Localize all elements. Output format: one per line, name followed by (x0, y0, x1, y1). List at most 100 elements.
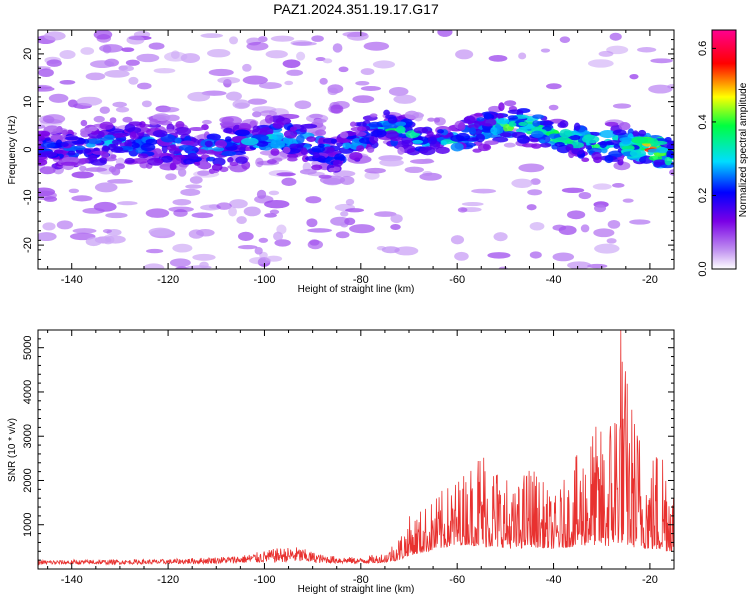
heatmap-cell (64, 136, 80, 141)
colorbar-gradient (711, 29, 737, 270)
heatmap-cell (48, 93, 69, 103)
heatmap-cell (648, 84, 673, 94)
heatmap-cell (319, 77, 328, 85)
heatmap-cell (165, 114, 180, 122)
heatmap-cell (461, 201, 484, 207)
heatmap-cell (246, 41, 269, 51)
heatmap-cell (395, 121, 407, 127)
heatmap-cell (581, 157, 590, 163)
heatmap-cell (38, 84, 52, 90)
heatmap-cell (141, 100, 152, 108)
heatmap-cell (243, 206, 261, 217)
heatmap-cell (636, 47, 657, 53)
heatmap-cell (599, 130, 617, 139)
colorbar: 0.0 0.2 0.4 0.6 Normalized spectral amplitu… (697, 29, 749, 277)
heatmap-cell (340, 211, 349, 217)
heatmap-cell (112, 132, 128, 138)
heatmap-cell (53, 149, 64, 154)
heatmap-cell (271, 131, 284, 141)
heatmap-cell (93, 201, 117, 212)
heatmap-cell (664, 156, 672, 166)
heatmap-cell (567, 261, 592, 269)
heatmap-cell (650, 58, 673, 64)
snr-y-label: SNR (10 * v/v) (7, 418, 18, 482)
heatmap-cell (490, 126, 498, 135)
heatmap-cell (220, 150, 237, 157)
heatmap-cell (276, 172, 296, 177)
heatmap-cell (286, 69, 304, 76)
heatmap-cell (289, 126, 297, 132)
heatmap-cell (284, 80, 294, 86)
heatmap-cell (632, 130, 639, 138)
heatmap-cell (526, 204, 537, 211)
heatmap-cell (349, 121, 357, 127)
heatmap-cell (401, 139, 414, 147)
heatmap-cell (212, 146, 225, 152)
spectrogram-heatmap (38, 30, 674, 269)
heatmap-cell (573, 122, 581, 131)
heatmap-cell (126, 35, 145, 45)
heatmap-cell (270, 148, 280, 156)
heatmap-cell (237, 231, 254, 241)
x-tick-label: -40 (546, 574, 562, 586)
heatmap-cell (237, 244, 258, 250)
heatmap-cell (299, 127, 307, 133)
heatmap-cell (594, 243, 620, 254)
y-tick-label: 20 (22, 48, 34, 60)
x-tick-label: -20 (642, 574, 658, 586)
heatmap-cell (313, 118, 327, 124)
heatmap-cell (67, 150, 76, 156)
heatmap-cell (356, 126, 367, 132)
heatmap-cell (532, 120, 541, 127)
heatmap-cell (148, 227, 172, 237)
heatmap-cell (174, 127, 192, 136)
heatmap-cell (488, 55, 508, 62)
y-tick-label: 10 (22, 96, 34, 108)
heatmap-cell (499, 132, 512, 138)
heatmap-cell (216, 202, 232, 210)
heatmap-cell (242, 63, 252, 72)
heatmap-cell (59, 79, 76, 85)
heatmap-cell (152, 148, 163, 157)
y-tick-label: 0 (22, 146, 34, 152)
heatmap-cell (476, 117, 485, 122)
heatmap-cell (146, 248, 164, 254)
heatmap-cell (187, 153, 199, 160)
snr-frame (37, 329, 675, 570)
spectrogram-y-axis: -20 -10 0 10 20 (22, 29, 674, 270)
heatmap-cell (508, 121, 517, 127)
heatmap-cell (264, 199, 290, 209)
heatmap-cell (200, 33, 224, 39)
heatmap-cell (129, 131, 137, 140)
heatmap-cell (529, 138, 540, 143)
heatmap-cell (180, 140, 195, 146)
heatmap-cell (80, 127, 92, 135)
heatmap-cell (393, 94, 417, 104)
heatmap-cell (473, 112, 483, 117)
heatmap-cell (71, 195, 93, 202)
heatmap-cell (631, 136, 649, 144)
heatmap-cell (125, 59, 140, 66)
colorbar-label: Normalized spectral amplitude (738, 82, 749, 217)
heatmap-cell (419, 172, 442, 181)
x-tick-label: -120 (157, 574, 179, 586)
heatmap-cell (136, 53, 160, 63)
heatmap-cell (327, 87, 339, 96)
heatmap-cell (471, 188, 497, 194)
heatmap-cell (496, 113, 504, 120)
heatmap-cell (507, 115, 518, 120)
heatmap-cell (558, 225, 577, 235)
heatmap-cell (571, 147, 584, 155)
heatmap-cell (344, 217, 356, 226)
heatmap-cell (437, 129, 445, 134)
heatmap-cell (422, 158, 434, 164)
x-tick-label: -60 (449, 274, 465, 286)
heatmap-cell (454, 251, 469, 261)
heatmap-cell (175, 266, 190, 269)
heatmap-cell (364, 167, 386, 174)
heatmap-cell (242, 75, 268, 85)
heatmap-cell (527, 189, 543, 196)
heatmap-cell (164, 51, 188, 62)
heatmap-cell (566, 143, 574, 151)
